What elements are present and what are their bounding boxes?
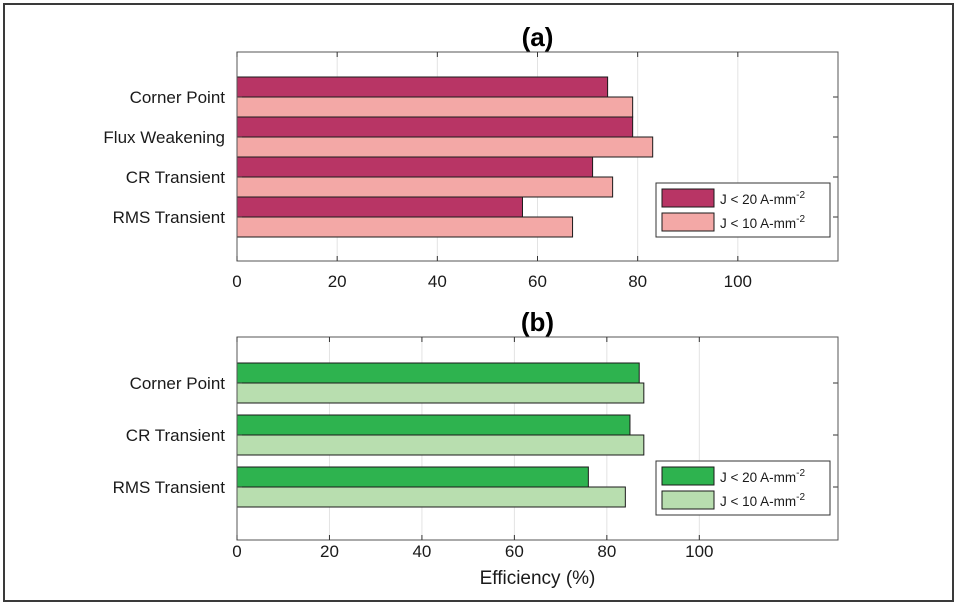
legend: J < 20 A-mm-2 J < 10 A-mm-2 (655, 460, 831, 516)
x-tick-label: 80 (628, 272, 647, 291)
category-label: RMS Transient (113, 478, 226, 497)
bar-j20-corner-point (236, 362, 640, 384)
legend-label-superscript: -2 (796, 214, 805, 225)
bar-j10-corner-point (236, 96, 634, 118)
bar-j20-rms-transient (236, 196, 523, 218)
axes-box (236, 336, 839, 541)
legend-label: J < 20 A-mm-2 (720, 468, 805, 485)
chart-panel-1: (a) Corner Point Flux Weakening CR Transien… (103, 22, 839, 291)
bar-j10-cr-transient (236, 434, 645, 456)
legend-label: J < 10 A-mm-2 (720, 492, 805, 509)
bar-j10-corner-point (236, 382, 645, 404)
legend-swatch (661, 212, 715, 232)
x-tick-label: 60 (528, 272, 547, 291)
x-tick-label: 20 (320, 542, 339, 561)
category-label: CR Transient (126, 168, 225, 187)
legend-label: J < 20 A-mm-2 (720, 190, 805, 207)
legend-swatch (661, 466, 715, 486)
x-tick-label: 60 (505, 542, 524, 561)
bar-j10-rms-transient (236, 486, 626, 508)
legend-label-superscript: -2 (796, 468, 805, 479)
chart-title: (a) (522, 22, 554, 52)
x-tick-label: 20 (328, 272, 347, 291)
category-label: Corner Point (130, 374, 226, 393)
category-label: RMS Transient (113, 208, 226, 227)
x-tick-label: 40 (412, 542, 431, 561)
category-label: Corner Point (130, 88, 226, 107)
legend-swatch (661, 490, 715, 510)
legend-label: J < 10 A-mm-2 (720, 214, 805, 231)
legend-label-superscript: -2 (796, 190, 805, 201)
bar-j10-rms-transient (236, 216, 574, 238)
x-tick-label: 0 (232, 542, 241, 561)
x-tick-label: 0 (232, 272, 241, 291)
legend: J < 20 A-mm-2 J < 10 A-mm-2 (655, 182, 831, 238)
chart-title: (b) (521, 307, 554, 337)
bar-j20-cr-transient (236, 156, 594, 178)
bar-j20-cr-transient (236, 414, 631, 436)
x-tick-label: 80 (597, 542, 616, 561)
category-label: CR Transient (126, 426, 225, 445)
legend-swatch (661, 188, 715, 208)
bar-j20-rms-transient (236, 466, 589, 488)
bar-j20-corner-point (236, 76, 609, 98)
x-axis-label: Efficiency (%) (480, 568, 596, 589)
x-tick-label: 100 (685, 542, 713, 561)
bar-j10-cr-transient (236, 176, 614, 198)
x-tick-label: 40 (428, 272, 447, 291)
legend-label-superscript: -2 (796, 492, 805, 503)
bar-j20-flux-weakening (236, 116, 634, 138)
bar-j10-flux-weakening (236, 136, 654, 158)
x-tick-label: 100 (724, 272, 752, 291)
category-label: Flux Weakening (103, 128, 225, 147)
chart-panel-2: (b) Corner Point CR Transient RMS Transient… (113, 307, 839, 589)
